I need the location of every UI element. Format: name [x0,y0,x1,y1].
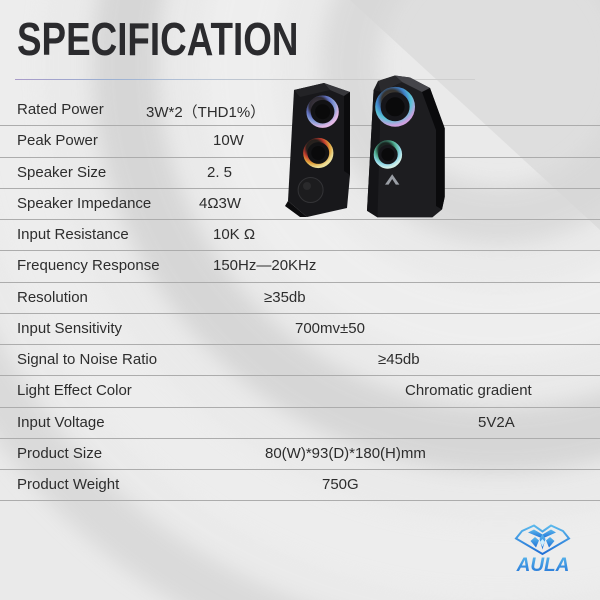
svg-text:AULA: AULA [516,555,570,576]
